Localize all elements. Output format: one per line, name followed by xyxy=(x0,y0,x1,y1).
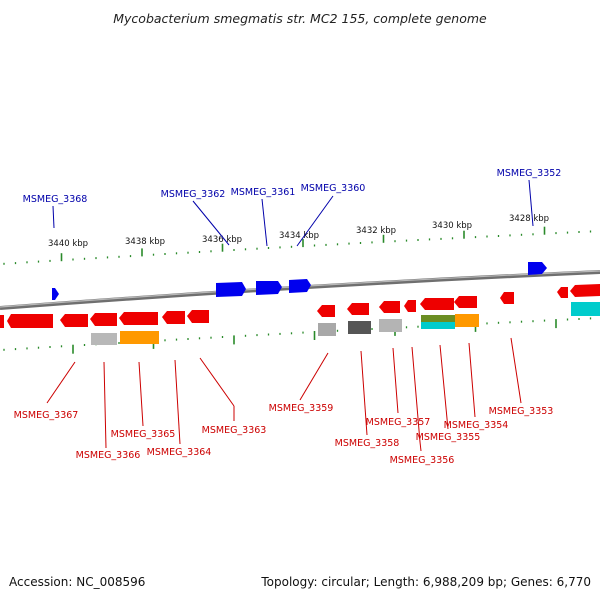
leader-msmeg-3360 xyxy=(296,195,334,247)
feature-cyan-right[interactable] xyxy=(571,302,600,316)
gene-label-msmeg-3355[interactable]: MSMEG_3355 xyxy=(416,432,481,443)
gene-msmeg-3353[interactable] xyxy=(500,292,514,304)
gene-msmeg-3352[interactable] xyxy=(528,262,547,275)
gene-red-right-small[interactable] xyxy=(557,287,568,298)
genome-title: Mycobacterium smegmatis str. MC2 155, co… xyxy=(113,11,487,26)
leader-msmeg-3365 xyxy=(138,361,144,427)
gene-label-msmeg-3362[interactable]: MSMEG_3362 xyxy=(161,189,226,200)
feature-boxes xyxy=(91,302,600,345)
accession-text: Accession: NC_008596 xyxy=(9,575,145,589)
scale-labels: 3440 kbp 3438 kbp 3436 kbp 3434 kbp 3432… xyxy=(48,214,549,249)
leader-msmeg-3367 xyxy=(46,361,76,404)
gene-label-msmeg-3360[interactable]: MSMEG_3360 xyxy=(301,183,366,194)
feature-gray-3366[interactable] xyxy=(91,333,117,345)
leader-msmeg-3354 xyxy=(468,342,476,418)
upper-scale-ruler xyxy=(3,226,592,265)
leader-msmeg-3359 xyxy=(299,352,329,401)
scale-label: 3432 kbp xyxy=(356,226,396,236)
feature-darkgray-3358[interactable] xyxy=(348,321,371,334)
scale-label: 3440 kbp xyxy=(48,239,88,249)
genome-summary-text: Topology: circular; Length: 6,988,209 bp… xyxy=(260,575,591,589)
forward-strand-genes xyxy=(52,262,547,300)
gene-label-msmeg-3354[interactable]: MSMEG_3354 xyxy=(444,420,509,431)
gene-label-msmeg-3367[interactable]: MSMEG_3367 xyxy=(14,410,79,421)
gene-msmeg-3361[interactable] xyxy=(256,281,282,295)
leader-msmeg-3356-b xyxy=(411,346,421,443)
leader-msmeg-3358 xyxy=(360,350,368,436)
forward-gene-labels: MSMEG_3368 MSMEG_3362 MSMEG_3361 MSMEG_3… xyxy=(23,168,562,205)
gene-label-msmeg-3359[interactable]: MSMEG_3359 xyxy=(269,403,334,414)
leader-msmeg-3355 xyxy=(439,344,449,430)
leader-msmeg-3366 xyxy=(103,361,107,449)
feature-olive-3356[interactable] xyxy=(421,315,455,322)
scale-label: 3430 kbp xyxy=(432,221,472,231)
scale-label: 3434 kbp xyxy=(279,231,319,241)
gene-label-msmeg-3356[interactable]: MSMEG_3356 xyxy=(390,455,455,466)
label-leader-lines xyxy=(46,179,534,452)
feature-orange-3354[interactable] xyxy=(455,314,479,327)
gene-msmeg-3356[interactable] xyxy=(404,300,416,312)
gene-label-msmeg-3368[interactable]: MSMEG_3368 xyxy=(23,194,88,205)
gene-label-msmeg-3364[interactable]: MSMEG_3364 xyxy=(147,447,212,458)
gene-msmeg-3362[interactable] xyxy=(216,282,246,297)
gene-label-msmeg-3352[interactable]: MSMEG_3352 xyxy=(497,168,562,179)
gene-label-msmeg-3361[interactable]: MSMEG_3361 xyxy=(231,187,296,198)
gene-msmeg-3355[interactable] xyxy=(420,298,454,310)
feature-gray-3359[interactable] xyxy=(318,323,336,336)
leader-msmeg-3363-b xyxy=(199,357,235,407)
gene-msmeg-3365-red[interactable] xyxy=(90,313,117,326)
scale-label: 3436 kbp xyxy=(202,235,242,245)
scale-label: 3428 kbp xyxy=(509,214,549,224)
feature-gray-3357[interactable] xyxy=(379,319,402,332)
gene-msmeg-3354[interactable] xyxy=(454,296,477,308)
reverse-strand-genes xyxy=(0,284,600,328)
gene-red-right-partial[interactable] xyxy=(570,284,600,297)
gene-label-msmeg-3357[interactable]: MSMEG_3357 xyxy=(366,417,431,428)
gene-msmeg-3357[interactable] xyxy=(379,301,400,313)
leader-msmeg-3353 xyxy=(510,337,522,404)
gene-label-msmeg-3353[interactable]: MSMEG_3353 xyxy=(489,406,554,417)
gene-label-msmeg-3366[interactable]: MSMEG_3366 xyxy=(76,450,141,461)
gene-label-msmeg-3365[interactable]: MSMEG_3365 xyxy=(111,429,176,440)
reverse-gene-labels: MSMEG_3367 MSMEG_3366 MSMEG_3365 MSMEG_3… xyxy=(14,403,554,466)
gene-msmeg-3359[interactable] xyxy=(317,305,335,317)
leader-msmeg-3361 xyxy=(261,198,268,247)
leader-msmeg-3352 xyxy=(528,179,534,227)
gene-msmeg-3363-a[interactable] xyxy=(162,311,185,324)
scale-label: 3438 kbp xyxy=(125,237,165,247)
gene-partial-left[interactable] xyxy=(0,315,4,328)
gene-msmeg-3360[interactable] xyxy=(289,279,311,293)
gene-msmeg-3366-red[interactable] xyxy=(60,314,88,327)
leader-msmeg-3368 xyxy=(52,205,55,229)
feature-orange-3365[interactable] xyxy=(120,331,159,344)
leader-msmeg-3357 xyxy=(392,347,399,414)
gene-msmeg-3364-red[interactable] xyxy=(119,312,158,325)
leader-msmeg-3356-a xyxy=(419,441,422,452)
gene-label-msmeg-3363[interactable]: MSMEG_3363 xyxy=(202,425,267,436)
gene-label-msmeg-3358[interactable]: MSMEG_3358 xyxy=(335,438,400,449)
gene-msmeg-3367[interactable] xyxy=(7,314,53,328)
gene-msmeg-3368[interactable] xyxy=(52,288,59,300)
leader-msmeg-3364 xyxy=(174,359,181,445)
leader-msmeg-3362 xyxy=(192,200,230,246)
feature-cyan-3355[interactable] xyxy=(421,322,455,329)
gene-msmeg-3363-b[interactable] xyxy=(187,310,209,323)
gene-msmeg-3358[interactable] xyxy=(347,303,369,315)
